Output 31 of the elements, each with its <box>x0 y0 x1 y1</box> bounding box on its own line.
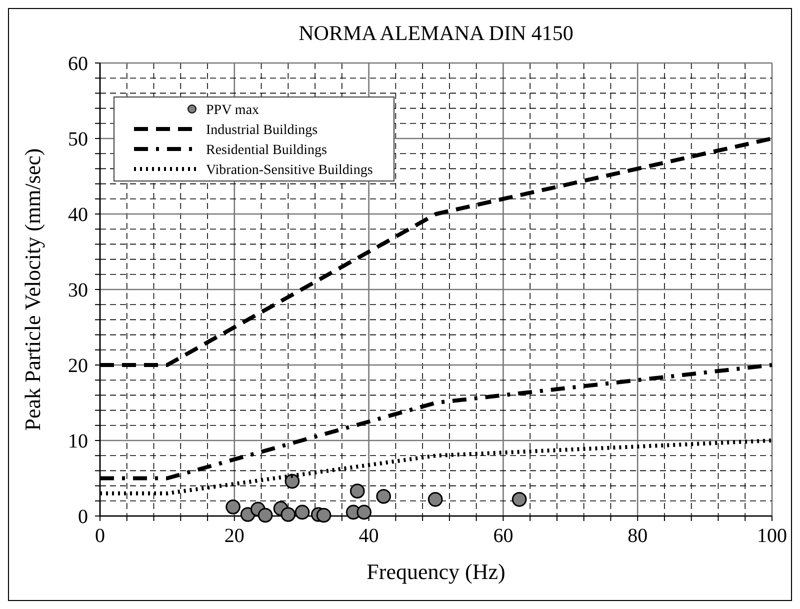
x-tick-label: 60 <box>493 525 514 547</box>
x-tick-label: 80 <box>628 525 648 547</box>
point <box>512 492 527 507</box>
y-axis-title: Peak Particle Velocity (mm/sec) <box>20 148 45 431</box>
legend-label: Vibration-Sensitive Buildings <box>206 163 373 178</box>
point <box>280 507 296 522</box>
point <box>376 488 392 504</box>
x-axis-title: Frequency (Hz) <box>366 559 506 584</box>
chart-title: NORMA ALEMANA DIN 4150 <box>298 21 574 45</box>
x-tick-label: 0 <box>95 525 105 547</box>
y-tick-label: 60 <box>68 53 88 75</box>
point <box>356 504 372 520</box>
legend-label: Industrial Buildings <box>206 123 318 138</box>
y-tick-label: 10 <box>68 430 88 452</box>
y-tick-label: 30 <box>68 280 88 302</box>
point <box>226 500 240 514</box>
y-tick-label: 20 <box>68 355 88 377</box>
x-tick-label: 20 <box>224 525 244 547</box>
point <box>316 508 332 523</box>
point <box>258 508 273 523</box>
y-tick-label: 50 <box>68 128 88 150</box>
legend-label: Residential Buildings <box>206 143 327 158</box>
y-tick-label: 0 <box>78 506 88 528</box>
point <box>294 504 310 520</box>
x-tick-label: 100 <box>757 525 787 547</box>
x-tick-label: 40 <box>358 525 379 547</box>
y-tick-label: 40 <box>68 204 88 226</box>
point <box>350 484 365 498</box>
legend-label: PPV max <box>206 103 260 118</box>
point <box>284 474 300 489</box>
point <box>428 492 443 507</box>
